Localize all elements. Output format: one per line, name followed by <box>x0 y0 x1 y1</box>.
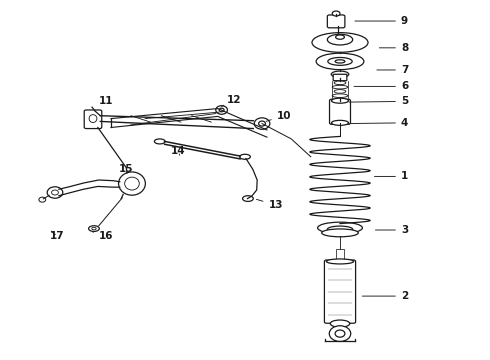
Text: 1: 1 <box>374 171 408 181</box>
Text: 11: 11 <box>95 96 113 111</box>
Ellipse shape <box>331 120 348 125</box>
Ellipse shape <box>322 229 358 237</box>
Ellipse shape <box>331 71 349 77</box>
FancyBboxPatch shape <box>333 74 347 81</box>
Circle shape <box>329 326 351 342</box>
Text: 5: 5 <box>349 96 408 107</box>
Ellipse shape <box>332 94 348 98</box>
Ellipse shape <box>330 320 350 327</box>
Circle shape <box>47 187 63 198</box>
Ellipse shape <box>92 227 96 230</box>
Ellipse shape <box>332 85 348 89</box>
Text: 17: 17 <box>50 231 65 242</box>
Ellipse shape <box>243 196 253 202</box>
Ellipse shape <box>331 98 348 103</box>
Text: 3: 3 <box>375 225 408 235</box>
FancyBboxPatch shape <box>324 260 356 323</box>
Ellipse shape <box>332 11 340 16</box>
Circle shape <box>254 118 270 129</box>
Text: 12: 12 <box>221 95 241 107</box>
Ellipse shape <box>318 222 363 234</box>
Ellipse shape <box>328 58 352 65</box>
FancyBboxPatch shape <box>336 249 344 261</box>
Text: 10: 10 <box>266 111 291 121</box>
Text: 15: 15 <box>119 164 134 174</box>
Ellipse shape <box>335 60 345 63</box>
Ellipse shape <box>326 259 354 264</box>
Circle shape <box>219 108 224 112</box>
Ellipse shape <box>334 90 346 93</box>
Text: 8: 8 <box>379 43 408 53</box>
Ellipse shape <box>154 139 165 144</box>
Text: 13: 13 <box>256 199 283 210</box>
Circle shape <box>51 190 58 195</box>
Ellipse shape <box>327 226 353 233</box>
Ellipse shape <box>312 33 368 52</box>
FancyBboxPatch shape <box>330 99 350 124</box>
Text: 16: 16 <box>93 231 113 242</box>
Circle shape <box>335 330 345 337</box>
FancyBboxPatch shape <box>84 110 102 129</box>
Text: 9: 9 <box>355 16 408 26</box>
Ellipse shape <box>89 226 99 231</box>
Circle shape <box>39 197 46 202</box>
Ellipse shape <box>89 114 97 122</box>
Text: 7: 7 <box>377 65 408 75</box>
Text: 14: 14 <box>171 147 186 157</box>
Ellipse shape <box>336 35 344 39</box>
Ellipse shape <box>327 34 353 45</box>
Ellipse shape <box>240 154 250 159</box>
Text: 4: 4 <box>350 118 408 128</box>
Circle shape <box>259 121 266 126</box>
Circle shape <box>216 106 227 114</box>
Ellipse shape <box>334 81 346 85</box>
Ellipse shape <box>119 172 146 195</box>
Ellipse shape <box>316 53 364 69</box>
Text: 2: 2 <box>362 291 408 301</box>
FancyBboxPatch shape <box>327 15 345 28</box>
Text: 6: 6 <box>354 81 408 91</box>
Ellipse shape <box>124 177 139 190</box>
